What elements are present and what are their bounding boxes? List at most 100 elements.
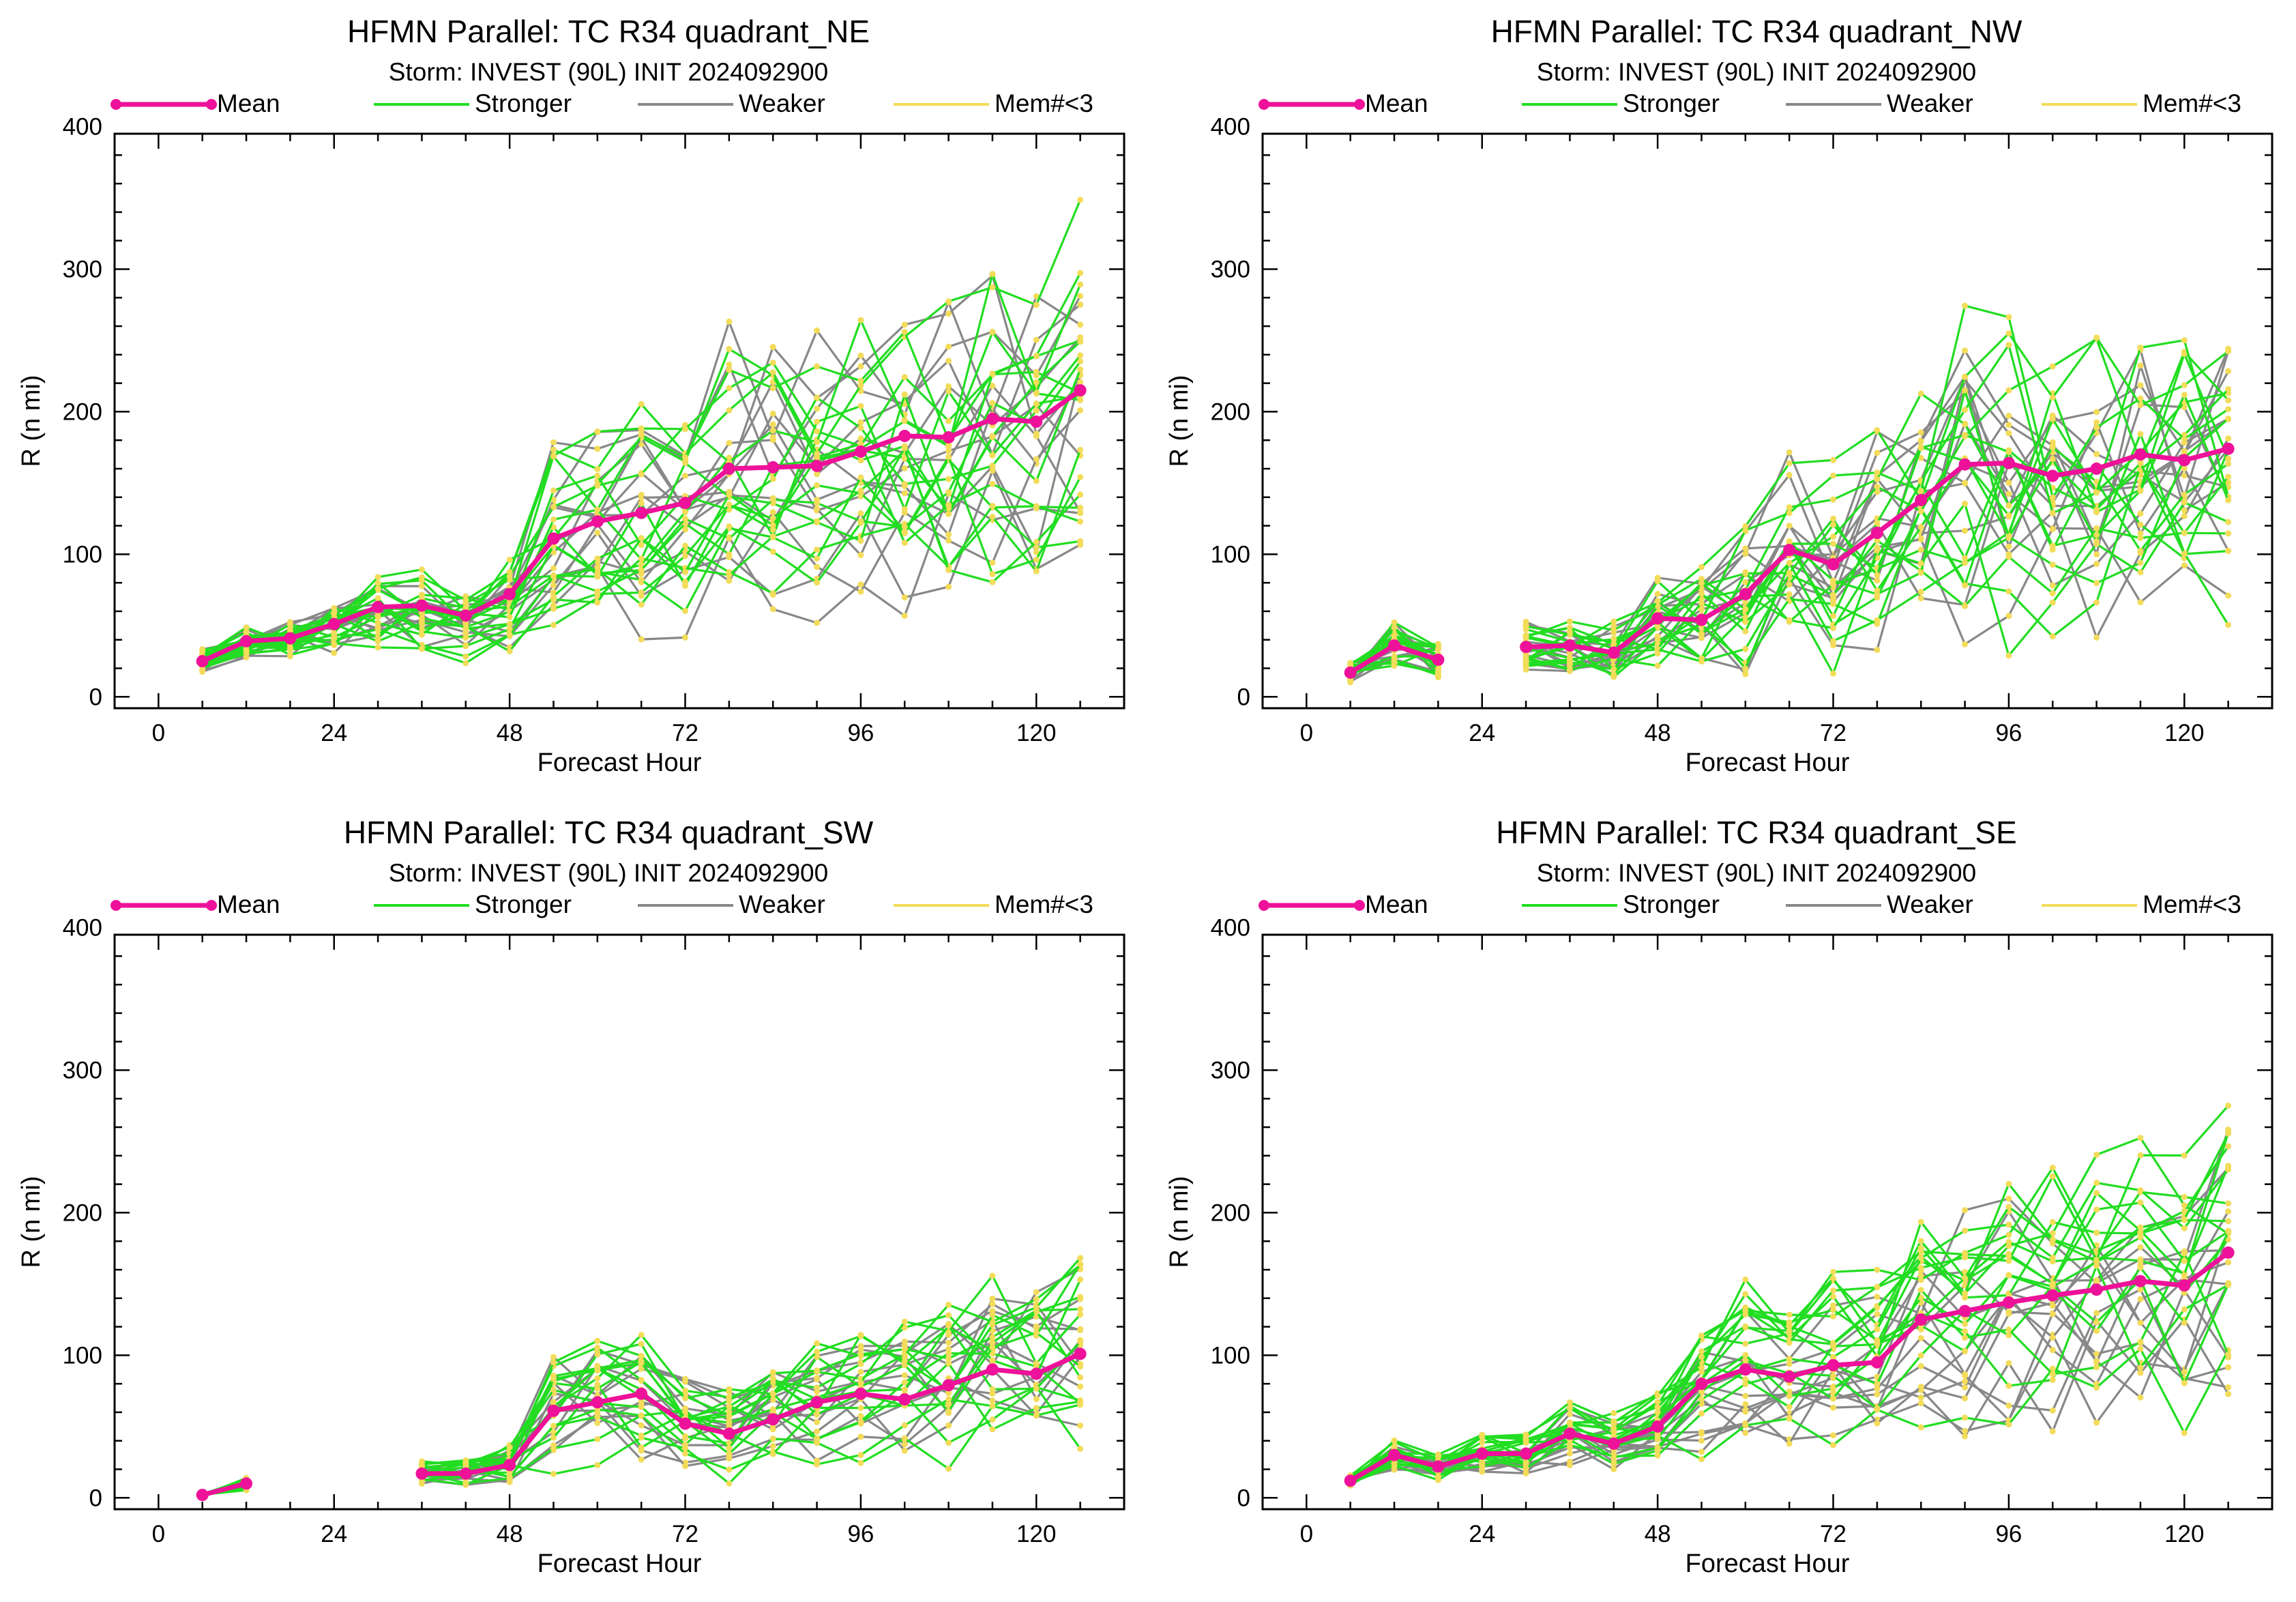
member-point	[726, 366, 733, 373]
member-point	[2049, 1280, 2056, 1287]
member-point	[1698, 580, 1705, 587]
member-point	[1479, 1439, 1486, 1446]
member-point	[462, 1458, 469, 1465]
member-group	[1347, 302, 2232, 686]
y-tick-label: 0	[89, 1485, 102, 1511]
member-point	[2005, 430, 2012, 437]
member-point	[638, 1377, 645, 1384]
member-point	[1917, 569, 1924, 576]
member-point	[1874, 1294, 1881, 1300]
member-point	[726, 1444, 733, 1451]
member-point	[2137, 1135, 2144, 1141]
member-point	[1566, 650, 1573, 656]
member-point	[2005, 1242, 2012, 1249]
member-point	[2049, 1164, 2056, 1171]
chart-title: HFMN Parallel: TC R34 quadrant_SE	[1496, 815, 2017, 850]
member-point	[857, 1412, 864, 1419]
member-point	[374, 620, 381, 626]
member-point	[1962, 1414, 1969, 1421]
mean-point	[1432, 1460, 1445, 1473]
member-point	[462, 605, 469, 611]
member-point	[638, 577, 645, 583]
member-point	[682, 1450, 689, 1457]
member-point	[2137, 1264, 2144, 1271]
member-point	[506, 613, 513, 620]
legend-item: Mean	[111, 890, 280, 918]
member-point	[769, 606, 776, 613]
member-point	[1874, 1406, 1881, 1413]
member-point	[1033, 1405, 1040, 1412]
mean-point	[767, 1413, 780, 1426]
member-point	[2049, 582, 2056, 589]
member-point	[857, 1346, 864, 1353]
mean-point	[240, 635, 253, 647]
member-point	[1566, 1458, 1573, 1465]
member-point	[989, 1328, 996, 1335]
member-point	[594, 446, 601, 452]
y-axis-label: R (n mi)	[17, 375, 46, 467]
member-point	[1874, 1391, 1881, 1398]
member-point	[594, 1420, 601, 1427]
member-point	[1742, 645, 1749, 652]
member-point	[1698, 590, 1705, 597]
member-point	[682, 472, 689, 479]
member-point	[594, 472, 601, 479]
legend-label: Mem#<3	[2143, 890, 2241, 918]
member-point	[1742, 628, 1749, 635]
member-point	[989, 1322, 996, 1328]
member-point	[1830, 1354, 1837, 1360]
member-point	[1962, 1378, 1969, 1385]
member-point	[2093, 540, 2100, 547]
mean-series	[1344, 442, 2235, 679]
member-point	[2049, 1407, 2056, 1414]
member-point	[1033, 544, 1040, 551]
member-point	[2137, 1339, 2144, 1345]
member-point	[1077, 510, 1084, 516]
member-point	[2181, 1217, 2188, 1223]
mean-point	[1695, 613, 1708, 626]
member-point	[2137, 530, 2144, 537]
member-point	[989, 463, 996, 469]
member-point	[2049, 1365, 2056, 1372]
mean-point	[1074, 1348, 1087, 1360]
member-point	[2225, 1351, 2232, 1358]
member-point	[2181, 491, 2188, 498]
member-point	[1917, 1255, 1924, 1262]
member-point	[857, 487, 864, 494]
y-tick-label: 100	[63, 541, 102, 568]
legend-marker	[1259, 99, 1269, 110]
member-point	[1610, 1466, 1617, 1472]
mean-line	[422, 1352, 1082, 1476]
member-point	[2005, 314, 2012, 321]
member-point	[1786, 591, 1793, 598]
member-point	[1786, 523, 1793, 529]
member-point	[814, 564, 821, 570]
member-point	[1874, 1373, 1881, 1380]
member-point	[594, 1351, 601, 1358]
member-point	[1033, 379, 1040, 385]
member-point	[1874, 572, 1881, 579]
member-point	[638, 1422, 645, 1429]
y-axis-label: R (n mi)	[1165, 1176, 1194, 1268]
member-point	[2005, 512, 2012, 519]
mean-point	[415, 1467, 428, 1480]
member-point	[638, 500, 645, 507]
member-point	[1917, 595, 1924, 602]
member-point	[1962, 559, 1969, 566]
member-point	[814, 547, 821, 553]
member-point	[901, 1372, 908, 1379]
member-point	[945, 1345, 952, 1352]
legend-marker	[111, 99, 121, 110]
member-point	[1962, 527, 1969, 534]
mean-point	[1475, 1447, 1488, 1460]
member-point	[1566, 667, 1573, 673]
member-point	[682, 515, 689, 522]
x-tick-label: 72	[1820, 1521, 1846, 1547]
x-tick-label: 96	[847, 720, 874, 746]
member-point	[945, 531, 952, 538]
member-point	[2181, 1202, 2188, 1209]
member-point	[945, 298, 952, 305]
member-point	[462, 660, 469, 667]
x-tick-label: 72	[672, 720, 698, 746]
member-point	[1830, 613, 1837, 620]
